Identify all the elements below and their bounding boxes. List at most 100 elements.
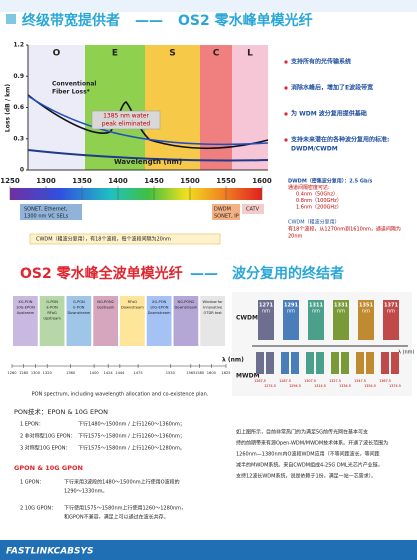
bullet <box>284 86 288 90</box>
feature-text: DWDM/CWDM <box>291 146 338 153</box>
cwdm-channel <box>383 300 399 340</box>
pon-column-label: E-PON <box>46 306 58 310</box>
cwdm-channel <box>333 300 349 340</box>
pon-column-label: Downstream <box>148 311 171 315</box>
pon-column-label: Upstream <box>43 317 61 321</box>
pon-tick-label: 1444 <box>115 371 125 375</box>
paragraph-line: 减半的MWDM系统。来自CWDM组成4-25G DML光芯片产业链， <box>236 462 383 469</box>
y-tick-label: 0.3 <box>13 135 24 142</box>
lambda-label: λ (nm) <box>398 350 415 356</box>
cwdm-channel-label: 1351 <box>359 303 373 309</box>
dwdm-note: 通道间隔密度可达: <box>288 184 330 191</box>
band-letter: L <box>247 49 253 59</box>
cwdm-channel-unit: nm <box>312 309 320 315</box>
header-icon <box>6 14 16 24</box>
y-tick-label: 0.9 <box>13 73 24 80</box>
mwdm-channel <box>331 352 339 374</box>
loss-curve-zwp <box>27 95 269 146</box>
x-tick-label: 1250 <box>0 177 20 185</box>
gpon-item: 1 GPON： <box>20 480 44 486</box>
section2-title-left: OS2 零水峰全波单模光纤 <box>20 265 183 282</box>
pon-tick-label: 1580 <box>195 371 205 375</box>
cwdm-note: 20nm <box>288 234 303 240</box>
pon-column-label: 10G-EPON <box>16 306 35 310</box>
cwdm-channel-unit: nm <box>337 309 345 315</box>
mwdm-channel-label: 1334.5 <box>339 384 351 388</box>
x-tick-label: 1300 <box>36 177 56 185</box>
mwdm-channel-label: 1314.5 <box>314 384 326 388</box>
sonet-label: SONET, Ethernet, <box>24 207 68 213</box>
epon-item: 下行1575～1580nm / 上行1260～1280nm。 <box>78 445 185 452</box>
pon-column-label: RFoG <box>47 311 57 315</box>
feature-text: 支持未来潜在的各种波分复用的标准: <box>290 136 389 144</box>
bullet <box>284 112 288 116</box>
cwdm-channel-unit: nm <box>387 309 395 315</box>
feature-text: 支持所有的光传输系统 <box>290 58 351 66</box>
sonet-box <box>20 204 82 220</box>
y-tick-label: 1.2 <box>13 42 24 49</box>
cwdm-channel-unit: nm <box>287 309 295 315</box>
y-tick-label: 0.6 <box>13 104 24 111</box>
band-column <box>232 45 268 170</box>
cwdm-channel <box>283 300 299 340</box>
mwdm-channel <box>266 352 274 374</box>
pon-tick-label: 1565 <box>186 371 195 375</box>
pon-tick-label: 1600 <box>207 371 217 375</box>
pon-column <box>66 296 92 346</box>
dwdm-label: DWDM <box>214 207 231 213</box>
dwdm-note: DWDM（密集波分复用）：2.5 Gb/s <box>288 178 372 185</box>
pon-column-label: RFoG <box>128 300 138 304</box>
paragraph-line: 支持12波长WDM系统，说是依赖于1份，满足一站一芯需求）。 <box>236 473 376 480</box>
mwdm-channel <box>341 352 349 374</box>
section2-title-right: 波分复用的终结者 <box>232 265 344 282</box>
sonet-label: 1300 nm VC SELs <box>24 214 69 220</box>
paragraph-line: 持的前期带来有源Open-WDM/MWDM技术体系。开通了波长范围为 <box>236 440 388 447</box>
pon-column-label: Upstream <box>17 311 35 315</box>
mwdm-channel <box>291 352 299 374</box>
gpon-item: 1290～1330nm。 <box>64 489 108 495</box>
gpon-title: GPON & 10G GPON <box>14 464 83 472</box>
pon-column-label: G-PON <box>73 300 85 304</box>
gpon-item: 下行采用3波段的1480～1500nm上行使用O波段的 <box>64 479 180 486</box>
bullet <box>284 60 288 64</box>
annotation-conventional: Fiber Loss* <box>52 89 91 96</box>
annotation-peak: 1385 nm water <box>103 113 149 120</box>
pon-tick-label: 1530 <box>166 371 176 375</box>
bullet <box>284 138 288 142</box>
x-tick-label: 1450 <box>144 177 164 185</box>
gpon-item: 和GPON不兼容，满足上可以通过在波长共存。 <box>64 514 169 521</box>
mwdm-channel <box>256 352 264 374</box>
footer-brand: FASTLINKCABSYS <box>6 547 94 557</box>
header-band <box>0 0 417 12</box>
mwdm-channel <box>281 352 289 374</box>
pon-column <box>13 296 38 346</box>
pon-tick-label: 1260 <box>7 371 17 375</box>
mwdm-channel-label: 1287.5 <box>279 379 291 383</box>
gpon-item: 下行使用1575～1580nm上行使用1260～1280nm， <box>64 505 186 512</box>
pon-column-label: Innovative <box>203 306 223 310</box>
band-letter: O <box>53 49 61 59</box>
pon-column <box>173 296 199 346</box>
header-title-right: OS2 零水峰单模光纤 <box>178 12 313 29</box>
pon-column-label: G-PON <box>46 300 58 304</box>
pon-column-label: Downstream <box>121 306 144 310</box>
pon-column <box>93 296 118 346</box>
header-title-left: 终级带宽提供者 <box>22 12 120 29</box>
x-tick-label: 1550 <box>216 177 236 185</box>
pon-tick-label: 1320 <box>43 371 53 375</box>
feature-text: 为 WDM 波分复用提供基础 <box>291 110 367 118</box>
dwdm-note: 1.6nm（200GHz） <box>296 205 342 211</box>
pon-column <box>200 296 225 346</box>
dwdm-label: SONET, IP <box>214 214 239 220</box>
annotation-box <box>91 110 161 130</box>
cwdm-note: CWDM（粗波分复用） <box>288 219 340 226</box>
mwdm-label: MWDM <box>236 373 260 380</box>
mwdm-channel-label: 1354.5 <box>364 384 376 388</box>
pon-tick-label: 1625 <box>221 371 230 375</box>
band-letter: C <box>213 49 220 59</box>
pon-column-label: Window for <box>202 300 223 304</box>
cwdm-box <box>29 233 221 245</box>
cwdm-label: CWDM <box>236 315 258 322</box>
x-tick-label: 1500 <box>180 177 200 185</box>
